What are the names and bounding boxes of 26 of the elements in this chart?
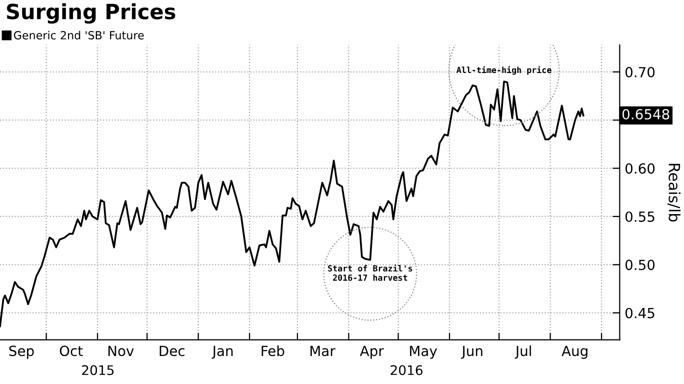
x-tick-label: Nov (108, 346, 134, 356)
line-series (0, 80, 584, 328)
y-tick-label: 0.45 (625, 308, 654, 318)
y-axis-title: Reais/lb (667, 164, 680, 222)
y-tick-label: 0.55 (625, 211, 654, 222)
annotation: All-time-high price (456, 66, 552, 75)
x-tick-label: May (410, 346, 437, 359)
x-tick-label: Dec (160, 346, 184, 356)
y-tick-label: 0.60 (625, 163, 655, 174)
y-tick-label: 0.70 (625, 66, 655, 78)
x-tick-label: Aug (562, 346, 588, 359)
x-tick-label: Jul (514, 345, 531, 359)
annotation: 0.6548 (622, 109, 670, 120)
chart-title: Surging Prices (6, 3, 176, 24)
legend-label: Generic 2nd 'SB' Future (14, 30, 144, 40)
x-tick-label: Mar (310, 346, 336, 356)
x-tick-label: Jan (212, 346, 233, 359)
x-tick-label: Apr (360, 346, 384, 359)
x-tick-label: Sep (9, 346, 34, 359)
x-tick-label: Oct (60, 346, 83, 356)
x-tick-label: Jun (461, 346, 482, 359)
y-tick-label: 0.50 (625, 260, 655, 270)
text: 2016 (390, 365, 422, 376)
annotation: Start of Brazil's 2016-17 harvest (328, 264, 412, 281)
text: 2015 (82, 365, 114, 376)
x-tick-label: Feb (262, 345, 284, 356)
